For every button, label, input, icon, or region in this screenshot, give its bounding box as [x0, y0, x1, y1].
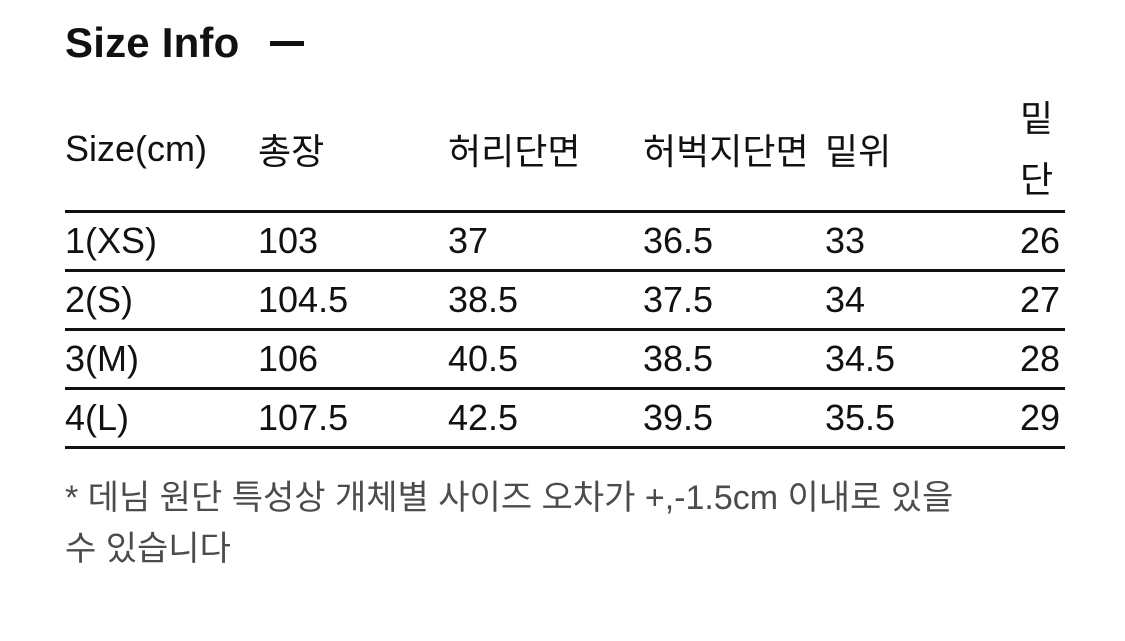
- measure-cell: 107.5: [258, 388, 448, 450]
- size-label-cell: 4(L): [65, 388, 258, 450]
- table-row-m: 3(M) 106 40.5 38.5 34.5 28: [65, 329, 1065, 391]
- minus-bar: [270, 40, 305, 46]
- measure-cell: 37.5: [643, 270, 825, 332]
- column-header-size: Size(cm): [65, 88, 258, 214]
- measure-cell: 28: [1020, 329, 1065, 391]
- measure-cell: 33: [825, 211, 1020, 273]
- section-header: Size Info: [65, 18, 1065, 68]
- header-row: Size(cm) 총장 허리단면 허벅지단면 밑위 밑단: [65, 88, 1065, 214]
- measure-cell: 106: [258, 329, 448, 391]
- table-row-xs: 1(XS) 103 37 36.5 33 26: [65, 211, 1065, 273]
- page-title: Size Info: [65, 19, 240, 66]
- measure-cell: 39.5: [643, 388, 825, 450]
- measure-cell: 38.5: [448, 270, 643, 332]
- column-header-waist: 허리단면: [448, 88, 643, 214]
- measure-cell: 26: [1020, 211, 1065, 273]
- measure-cell: 38.5: [643, 329, 825, 391]
- column-header-hem: 밑단: [1020, 88, 1065, 214]
- size-info-section: Size Info Size(cm) 총장 허리단면 허벅지단면 밑위 밑단: [65, 18, 1065, 575]
- measure-cell: 37: [448, 211, 643, 273]
- column-header-rise: 밑위: [825, 88, 1020, 214]
- measure-cell: 36.5: [643, 211, 825, 273]
- note-line-2: 수 있습니다: [65, 530, 231, 569]
- measure-cell: 27: [1020, 270, 1065, 332]
- size-label-cell: 3(M): [65, 329, 258, 391]
- measure-cell: 42.5: [448, 388, 643, 450]
- column-header-thigh: 허벅지단면: [643, 88, 825, 214]
- column-header-total-length: 총장: [258, 88, 448, 214]
- size-table: Size(cm) 총장 허리단면 허벅지단면 밑위 밑단 1(XS) 103 3…: [65, 88, 1065, 450]
- size-label-cell: 2(S): [65, 270, 258, 332]
- measure-cell: 29: [1020, 388, 1065, 450]
- measure-cell: 103: [258, 211, 448, 273]
- table-row-s: 2(S) 104.5 38.5 37.5 34 27: [65, 270, 1065, 332]
- measure-cell: 35.5: [825, 388, 1020, 450]
- size-label-cell: 1(XS): [65, 211, 258, 273]
- measure-cell: 104.5: [258, 270, 448, 332]
- collapse-minus-icon[interactable]: [269, 25, 305, 61]
- size-note: * 데님 원단 특성상 개체별 사이즈 오차가 +,-1.5cm 이내로 있을 …: [65, 473, 1065, 575]
- note-line-1: * 데님 원단 특성상 개체별 사이즈 오차가 +,-1.5cm 이내로 있을: [65, 479, 954, 518]
- table-row-l: 4(L) 107.5 42.5 39.5 35.5 29: [65, 388, 1065, 450]
- measure-cell: 40.5: [448, 329, 643, 391]
- measure-cell: 34.5: [825, 329, 1020, 391]
- measure-cell: 34: [825, 270, 1020, 332]
